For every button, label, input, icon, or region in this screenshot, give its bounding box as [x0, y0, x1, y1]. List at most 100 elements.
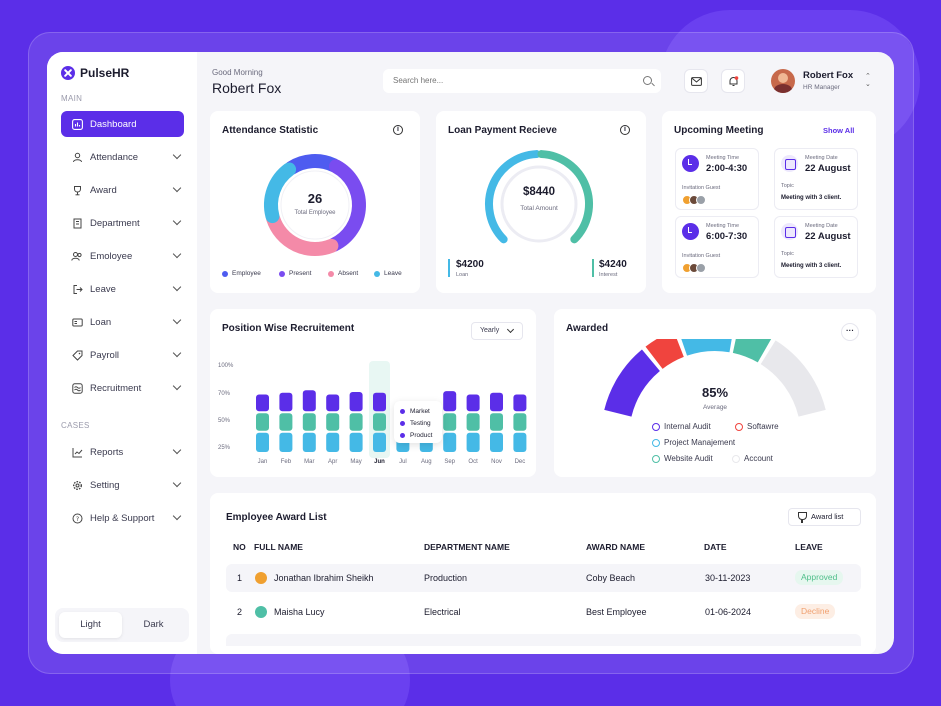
sidebar-item-recruitment[interactable]: Recruitment	[61, 375, 184, 401]
chevron-down-icon	[172, 381, 182, 391]
meeting-time-card[interactable]: Meeting Time 6:00-7:30 Invitation Guest	[675, 216, 759, 278]
sidebar-item-help[interactable]: ? Help & Support	[61, 505, 184, 531]
award-list-button[interactable]: Award list	[788, 508, 861, 526]
bar-testing-dec	[513, 413, 527, 431]
bar-testing-sep	[443, 413, 457, 431]
total-amount-label: Total Amount	[520, 205, 558, 212]
x-tick-label: Dec	[515, 459, 526, 465]
status-badge: Approved	[795, 570, 844, 585]
trophy-icon	[71, 184, 83, 196]
clock-icon	[682, 223, 699, 240]
total-amount-value: $8440	[523, 186, 555, 198]
sidebar-item-department[interactable]: Department	[61, 210, 184, 236]
sidebar-item-dashboard[interactable]: Dashboard	[61, 111, 184, 137]
sidebar-item-attendance[interactable]: Attendance	[61, 144, 184, 170]
table-row[interactable]: 1 Jonathan Ibrahim Sheikh Production Cob…	[226, 564, 861, 592]
column-header-department[interactable]: DEPARTMENT NAME	[424, 542, 510, 552]
meeting-date-card[interactable]: Meeting Date 22 August Topic Meeting wit…	[774, 216, 858, 278]
sidebar-item-payroll[interactable]: Payroll	[61, 342, 184, 368]
app-name: PulseHR	[80, 66, 130, 80]
mail-button[interactable]	[684, 69, 708, 93]
user-name: Robert Fox	[803, 70, 854, 81]
show-all-link[interactable]: Show All	[823, 126, 855, 135]
sidebar: PulseHR MAIN Dashboard Attendance Award …	[47, 52, 197, 654]
bar-market-jan	[256, 394, 269, 412]
sidebar-item-label: Reports	[90, 446, 124, 458]
x-tick-label: Jun	[374, 459, 385, 465]
more-options-button[interactable]: ···	[841, 323, 859, 341]
page-title: Robert Fox	[212, 80, 282, 96]
gauge-segment	[760, 340, 826, 418]
meeting-time-card[interactable]: Meeting Time 2:00-4:30 Invitation Guest	[675, 148, 759, 210]
info-icon[interactable]: i	[620, 125, 630, 135]
search-input[interactable]	[383, 69, 661, 93]
status-badge: Decline	[795, 604, 836, 619]
meeting-date-label: Meeting Date	[805, 223, 838, 229]
bar-testing-oct	[466, 413, 480, 431]
topic-value: Meeting with 3 client.	[781, 195, 842, 201]
logo[interactable]: PulseHR	[61, 66, 129, 80]
user-icon	[71, 151, 83, 163]
gear-icon	[71, 479, 83, 491]
gauge-segment	[681, 339, 732, 356]
chevron-down-icon	[172, 282, 182, 292]
sidebar-item-award[interactable]: Award	[61, 177, 184, 203]
row-date: 01-06-2024	[705, 607, 752, 617]
x-tick-label: May	[350, 459, 361, 465]
guest-avatars	[682, 195, 706, 205]
info-icon[interactable]: i	[393, 125, 403, 135]
card-title: Position Wise Recruitement	[222, 323, 355, 334]
guest-label: Invitation Guest	[682, 185, 721, 191]
column-header-date[interactable]: DATE	[704, 542, 727, 552]
notification-button[interactable]	[721, 69, 745, 93]
recruitment-chart: 100% 70% 50% 25% Jan Feb Mar Apr May Jun Jul Aug Sep…	[218, 361, 527, 465]
tag-icon	[71, 349, 83, 361]
app-window: PulseHR MAIN Dashboard Attendance Award …	[47, 52, 894, 654]
sidebar-item-setting[interactable]: Setting	[61, 472, 184, 498]
card-icon	[71, 316, 83, 328]
card-title: Awarded	[566, 323, 609, 334]
column-header-no[interactable]: NO	[233, 542, 246, 552]
x-tick-label: Sep	[444, 459, 455, 465]
logout-icon	[71, 283, 83, 295]
sidebar-item-label: Loan	[90, 316, 112, 328]
table-row[interactable]: 2 Maisha Lucy Electrical Best Employee 0…	[226, 598, 861, 626]
bar-product-feb	[279, 432, 293, 452]
avatar	[255, 606, 267, 618]
meeting-date: 22 August	[805, 163, 851, 174]
total-employee-value: 26	[307, 191, 323, 206]
bar-product-apr	[326, 432, 340, 452]
theme-dark-button[interactable]: Dark	[143, 619, 164, 630]
chevron-down-icon	[172, 150, 182, 160]
avatar[interactable]	[771, 69, 795, 93]
column-header-award[interactable]: AWARD NAME	[586, 542, 646, 552]
sidebar-item-loan[interactable]: Loan	[61, 309, 184, 335]
search-icon[interactable]	[643, 76, 652, 85]
mail-icon	[690, 76, 702, 86]
sidebar-item-leave[interactable]: Leave	[61, 276, 184, 302]
awarded-gauge	[604, 339, 826, 418]
awarded-percent: 85%	[701, 385, 729, 400]
yearly-dropdown[interactable]: Yearly	[471, 322, 523, 340]
bar-testing-feb	[279, 413, 293, 431]
chevron-updown-icon[interactable]: ⌃ ⌄	[865, 73, 871, 88]
avatar	[255, 572, 267, 584]
meeting-date-card[interactable]: Meeting Date 22 August Topic Meeting wit…	[774, 148, 858, 210]
loan-label: Loan	[456, 272, 469, 278]
donut-segment-leave	[264, 162, 297, 224]
svg-text:?: ?	[75, 515, 78, 523]
x-tick-label: Apr	[328, 459, 337, 465]
donut-segment-employee	[284, 154, 341, 175]
card-title: Upcoming Meeting	[674, 125, 764, 136]
card-title: Attendance Statistic	[222, 125, 319, 136]
column-header-leave[interactable]: LEAVE	[795, 542, 823, 552]
sidebar-item-reports[interactable]: Reports	[61, 439, 184, 465]
tooltip-item-testing: Testing	[400, 417, 442, 429]
bar-market-feb	[279, 392, 293, 412]
gauge-segment	[732, 339, 772, 363]
meeting-time-label: Meeting Time	[706, 155, 740, 161]
sidebar-item-employee[interactable]: Emoloyee	[61, 243, 184, 269]
column-header-full-name[interactable]: FULL NAME	[254, 542, 303, 552]
theme-light-button[interactable]: Light	[59, 612, 122, 638]
chevron-down-icon	[172, 445, 182, 455]
